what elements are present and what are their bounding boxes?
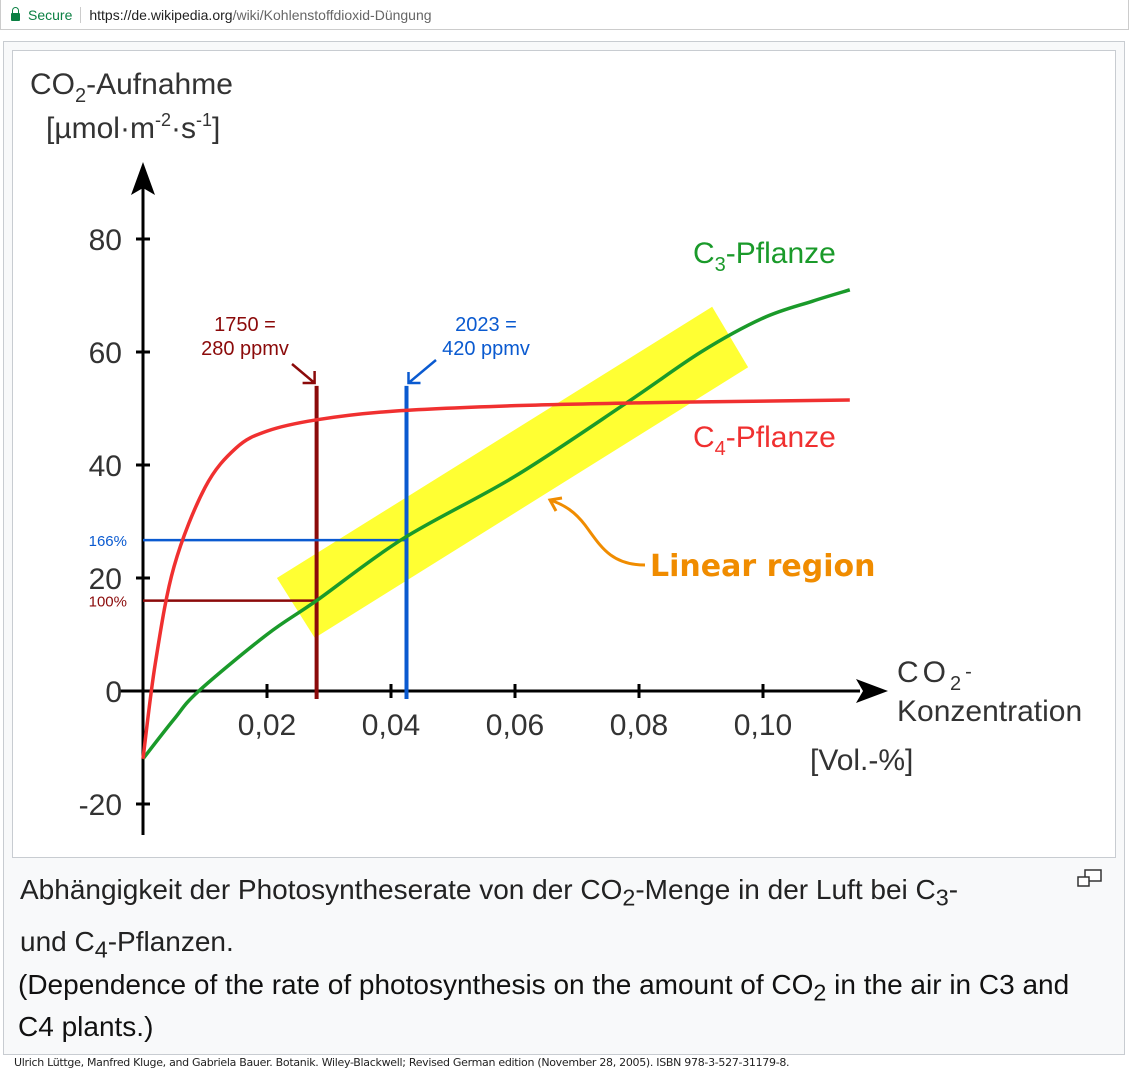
series-line-c4-pflanze xyxy=(141,398,850,760)
x-axis-label-2: Konzentration xyxy=(897,695,1082,728)
lock-icon xyxy=(11,6,20,21)
linear-region-band xyxy=(276,306,749,638)
divider xyxy=(80,6,82,23)
linear-region-arrowhead xyxy=(547,496,563,512)
linear-region-label: Linear region xyxy=(650,549,875,584)
y-axis-label: CO2-Aufnahme xyxy=(30,68,233,107)
url-text[interactable]: https://de.wikipedia.org/wiki/Kohlenstof… xyxy=(89,6,432,23)
y-tick-label: 80 xyxy=(89,224,122,257)
citation: Ulrich Lüttge, Manfred Kluge, and Gabrie… xyxy=(14,1056,790,1069)
caption-german: Abhängigkeit der Photosyntheserate von d… xyxy=(20,874,959,963)
x-tick-label: 0,02 xyxy=(238,709,296,742)
caption-english: (Dependence of the rate of photosynthesi… xyxy=(18,969,1070,1042)
y-tick-label: 20 xyxy=(89,563,122,596)
ppmv-label: 420 ppmv xyxy=(442,338,530,360)
secure-label: Secure xyxy=(28,6,73,23)
x-axis-label: CO2- xyxy=(897,656,976,695)
series-line-c3-pflanze xyxy=(141,288,851,760)
y-tick-label: 60 xyxy=(89,337,122,370)
y-tick-label: 40 xyxy=(89,450,122,483)
enlarge-icon[interactable] xyxy=(1077,869,1103,889)
address-bar[interactable]: Secure https://de.wikipedia.org/wiki/Koh… xyxy=(0,0,1129,30)
annotation-arrow xyxy=(291,363,316,385)
y-tick-label: 0 xyxy=(105,676,122,709)
year-label: 2023 = xyxy=(455,314,517,336)
x-tick-label: 0,06 xyxy=(486,709,544,742)
percent-label: 100% xyxy=(89,594,127,611)
ppmv-label: 280 ppmv xyxy=(201,338,289,360)
x-tick-label: 0,08 xyxy=(610,709,668,742)
x-axis-unit: [Vol.-%] xyxy=(810,744,913,777)
x-tick-label: 0,04 xyxy=(362,709,420,742)
y-axis-unit: [µmol·m-2·s-1] xyxy=(46,110,220,145)
x-axis-arrowhead xyxy=(856,679,888,703)
y-tick-label: -20 xyxy=(79,789,122,822)
y-axis-arrowhead xyxy=(131,162,155,195)
c3-series-label: C3-Pflanze xyxy=(693,237,836,276)
linear-region-arrow xyxy=(549,498,646,567)
x-tick-label: 0,10 xyxy=(734,709,792,742)
percent-label: 166% xyxy=(89,533,127,550)
c4-series-label: C4-Pflanze xyxy=(693,421,836,460)
year-label: 1750 = xyxy=(214,314,276,336)
annotation-arrow xyxy=(407,359,437,385)
